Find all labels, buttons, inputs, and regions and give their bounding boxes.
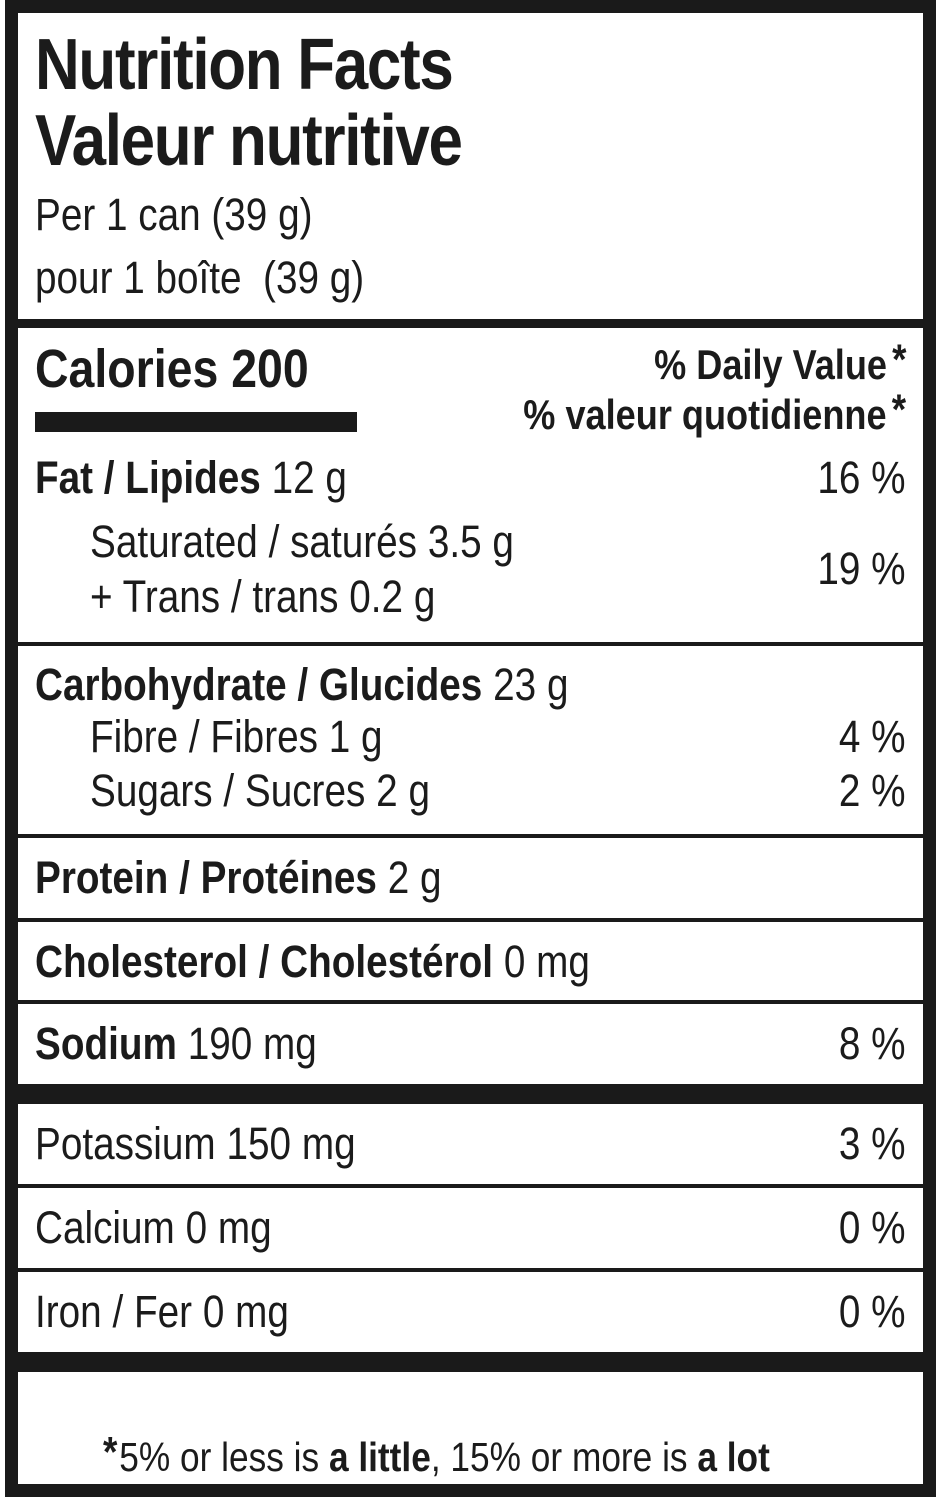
calcium-daily-value: 0 %: [839, 1202, 906, 1253]
fat-amount: 12 g: [271, 452, 347, 503]
iron-name: Iron / Fer 0 mg: [35, 1286, 289, 1337]
fat-name: Fat / Lipides 12 g: [35, 452, 347, 503]
saturated-trans-daily-value: 19 %: [817, 543, 906, 594]
protein-amount: 2 g: [387, 852, 442, 903]
calories-underline-bar: [35, 412, 357, 432]
sodium-daily-value: 8 %: [839, 1018, 906, 1069]
sodium-name: Sodium 190 mg: [35, 1018, 317, 1069]
divider: [18, 1184, 923, 1188]
saturated-trans-group: Saturated / saturés 3.5 g + Trans / trans…: [35, 514, 906, 624]
fibre-row: Fibre / Fibres 1 g 4 %: [35, 710, 906, 764]
cholesterol-amount: 0 mg: [503, 936, 590, 987]
potassium-row: Potassium 150 mg 3 %: [18, 1104, 923, 1184]
footnote-asterisk-en: *: [103, 1428, 118, 1477]
serving-size-french-text: pour 1 boîte (39 g): [35, 252, 365, 303]
fibre-daily-value: 4 %: [839, 711, 906, 762]
sugars-name: Sugars / Sucres 2 g: [90, 765, 430, 816]
cholesterol-row: Cholesterol / Cholestérol 0 mg: [18, 922, 923, 1000]
iron-daily-value: 0 %: [839, 1286, 906, 1337]
iron-amount: 0 mg: [202, 1286, 289, 1337]
saturated-row: Saturated / saturés 3.5 g: [35, 514, 583, 569]
daily-value-header-en-text: % Daily Value *: [653, 335, 906, 388]
title-english-text: Nutrition Facts: [35, 25, 454, 105]
fibre-amount: 1 g: [328, 711, 383, 762]
carbohydrate-name: Carbohydrate / Glucides 23 g: [35, 659, 569, 710]
trans-row: + Trans / trans 0.2 g: [35, 569, 583, 624]
saturated-name: Saturated / saturés 3.5 g: [90, 516, 514, 567]
calories-block: Calories 200: [35, 340, 357, 432]
divider: [18, 642, 923, 646]
serving-size-english: Per 1 can (39 g): [35, 187, 906, 242]
footnote-english: *5% or less is a little, 15% or more is …: [35, 1384, 906, 1484]
daily-value-header-fr: % valeur quotidienne *: [461, 385, 906, 440]
divider: [18, 1000, 923, 1004]
divider-thick: [18, 1084, 923, 1104]
iron-row: Iron / Fer 0 mg 0 %: [18, 1272, 923, 1352]
daily-value-header: % Daily Value * % valeur quotidienne *: [461, 335, 906, 440]
calcium-row: Calcium 0 mg 0 %: [18, 1188, 923, 1268]
calories-value: 200: [231, 339, 309, 399]
sodium-amount: 190 mg: [187, 1018, 317, 1069]
sodium-row: Sodium 190 mg 8 %: [18, 1004, 923, 1084]
calories-section: Calories 200 % Daily Value * % valeur quo…: [18, 335, 923, 440]
fat-daily-value: 16 %: [817, 452, 906, 503]
footnote: *5% or less is a little, 15% or more is …: [18, 1372, 923, 1484]
sugars-amount: 2 g: [376, 765, 430, 816]
carbohydrate-section: Carbohydrate / Glucides 23 g Fibre / Fibr…: [18, 646, 923, 834]
divider-thick: [18, 1352, 923, 1372]
carbohydrate-amount: 23 g: [493, 659, 569, 710]
saturated-amount: 3.5 g: [427, 516, 514, 567]
fibre-name: Fibre / Fibres 1 g: [90, 711, 383, 762]
potassium-daily-value: 3 %: [839, 1118, 906, 1169]
footnote-english-text: *5% or less is a little, 15% or more is …: [103, 1428, 771, 1480]
title-french: Valeur nutritive: [35, 103, 906, 179]
calories-text: Calories 200: [35, 340, 309, 398]
daily-value-asterisk-fr: *: [891, 385, 906, 434]
fat-section: Fat / Lipides 12 g 16 % Saturated / satur…: [18, 440, 923, 642]
fat-row: Fat / Lipides 12 g 16 %: [35, 454, 906, 502]
calcium-amount: 0 mg: [185, 1202, 272, 1253]
calcium-name: Calcium 0 mg: [35, 1202, 272, 1253]
serving-size-french: pour 1 boîte (39 g): [35, 250, 906, 305]
potassium-amount: 150 mg: [226, 1118, 356, 1169]
saturated-trans-lines: Saturated / saturés 3.5 g + Trans / trans…: [35, 514, 583, 624]
calories-label: Calories: [35, 339, 219, 399]
carbohydrate-row: Carbohydrate / Glucides 23 g: [35, 660, 906, 710]
divider: [18, 1268, 923, 1272]
sugars-row: Sugars / Sucres 2 g 2 %: [35, 764, 906, 818]
calories-line: Calories 200: [35, 340, 357, 398]
divider: [18, 918, 923, 922]
daily-value-asterisk-en: *: [891, 335, 906, 384]
daily-value-header-en: % Daily Value *: [461, 335, 906, 390]
nutrition-facts-label: Nutrition Facts Valeur nutritive Per 1 c…: [5, 0, 936, 1497]
divider: [18, 834, 923, 838]
cholesterol-name: Cholesterol / Cholestérol 0 mg: [35, 936, 590, 987]
trans-name: + Trans / trans 0.2 g: [90, 571, 436, 622]
trans-amount: 0.2 g: [349, 571, 436, 622]
title-french-text: Valeur nutritive: [35, 101, 463, 181]
sugars-daily-value: 2 %: [839, 765, 906, 816]
title-english: Nutrition Facts: [35, 27, 906, 103]
protein-row: Protein / Protéines 2 g: [18, 838, 923, 918]
potassium-name: Potassium 150 mg: [35, 1118, 356, 1169]
protein-name: Protein / Protéines 2 g: [35, 852, 442, 903]
divider-thick-top: [18, 319, 923, 328]
serving-size-english-text: Per 1 can (39 g): [35, 189, 313, 240]
label-header: Nutrition Facts Valeur nutritive Per 1 c…: [18, 13, 923, 305]
daily-value-header-fr-text: % valeur quotidienne *: [523, 385, 906, 438]
